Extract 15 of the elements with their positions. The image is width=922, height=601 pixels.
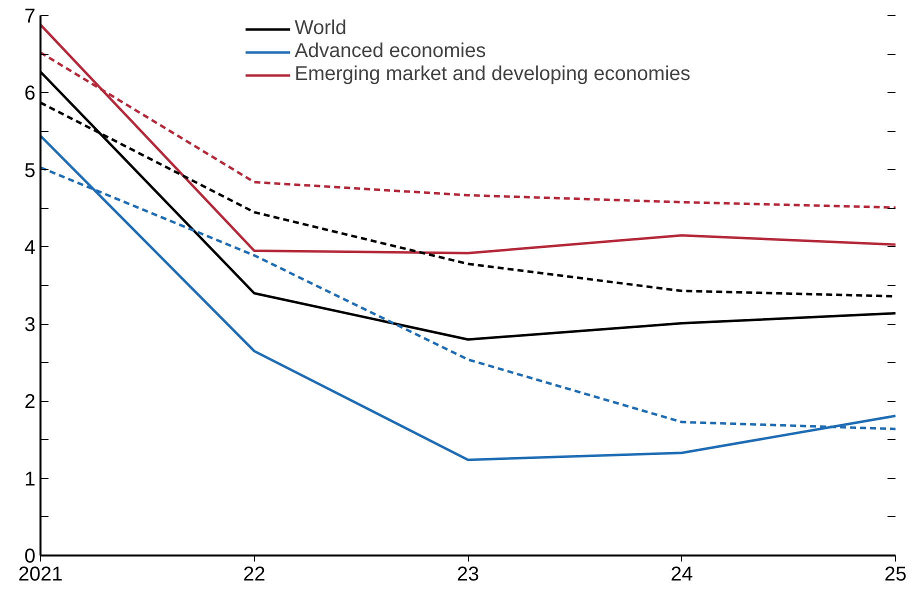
y-tick-label: 1	[24, 468, 36, 490]
x-tick-label: 24	[670, 564, 693, 586]
line-series	[40, 134, 896, 462]
y-tick-label: 2	[24, 391, 36, 414]
y-tick-label: 4	[24, 236, 36, 259]
y-tick-label: 5	[24, 160, 36, 182]
legend-label: Emerging market and developing economies	[294, 63, 690, 86]
legend-label: Advanced economies	[294, 40, 486, 63]
y-tick-label: 3	[24, 314, 36, 336]
y-tick-label: 6	[24, 82, 36, 105]
legend-label: World	[294, 17, 346, 40]
y-tick-label: 7	[24, 6, 36, 28]
x-tick-label: 22	[243, 564, 266, 586]
x-tick-label: 23	[456, 564, 480, 586]
x-tick-label: 25	[884, 564, 907, 586]
